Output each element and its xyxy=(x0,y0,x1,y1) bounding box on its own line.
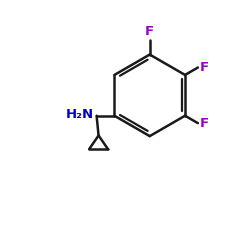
Text: H₂N: H₂N xyxy=(66,108,94,121)
Text: F: F xyxy=(200,61,209,74)
Text: F: F xyxy=(200,117,209,130)
Text: F: F xyxy=(145,26,154,38)
